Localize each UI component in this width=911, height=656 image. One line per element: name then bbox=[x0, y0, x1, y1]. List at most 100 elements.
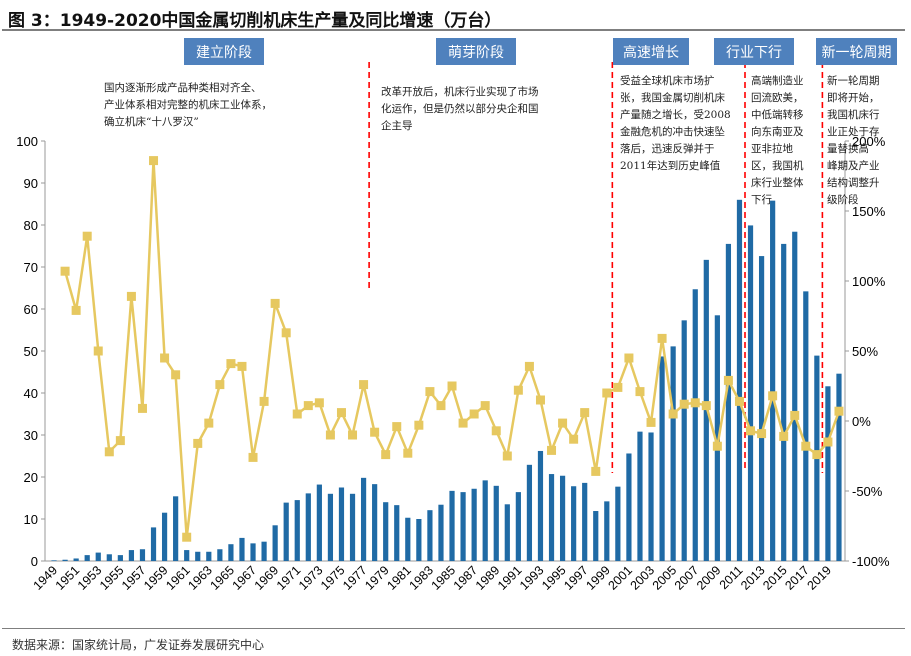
growth-point-1986 bbox=[458, 418, 468, 428]
bar-1974 bbox=[327, 493, 334, 561]
growth-point-2010 bbox=[723, 375, 733, 385]
growth-point-1973 bbox=[314, 398, 324, 408]
left-tick-label: 20 bbox=[24, 470, 38, 485]
chart-title: 图 3：1949-2020中国金属切削机床生产量及同比增速（万台） bbox=[8, 11, 502, 31]
growth-point-1987 bbox=[469, 409, 479, 419]
right-tick-label: 200% bbox=[852, 134, 886, 149]
growth-point-2018 bbox=[812, 450, 822, 460]
x-tick-label: 2019 bbox=[804, 563, 834, 593]
bar-1994 bbox=[548, 474, 555, 561]
source-note: 数据来源：国家统计局，广发证券发展研究中心 bbox=[12, 638, 265, 652]
left-tick-label: 50 bbox=[24, 344, 38, 359]
left-tick-label: 70 bbox=[24, 260, 38, 275]
x-tick-label: 2005 bbox=[650, 563, 680, 593]
bar-1963 bbox=[206, 551, 212, 561]
x-tick-label: 1983 bbox=[406, 563, 436, 593]
x-tick-label: 2015 bbox=[760, 563, 790, 593]
x-tick-label: 1993 bbox=[517, 563, 547, 593]
growth-point-1992 bbox=[524, 361, 534, 371]
x-tick-label: 1959 bbox=[141, 563, 171, 593]
left-tick-label: 100 bbox=[16, 134, 38, 149]
x-tick-label: 1963 bbox=[185, 563, 215, 593]
growth-point-1979 bbox=[381, 450, 391, 460]
growth-point-2006 bbox=[679, 399, 689, 409]
x-tick-label: 1995 bbox=[539, 563, 569, 593]
bar-2020 bbox=[836, 373, 842, 561]
growth-point-1954 bbox=[104, 447, 114, 457]
bar-1966 bbox=[239, 537, 245, 561]
bar-2011 bbox=[736, 199, 743, 562]
x-tick-label: 1997 bbox=[561, 563, 591, 593]
x-tick-label: 1981 bbox=[384, 563, 414, 593]
bar-2000 bbox=[615, 486, 621, 561]
x-tick-label: 1957 bbox=[119, 563, 149, 593]
bar-2009 bbox=[714, 315, 720, 561]
bar-1965 bbox=[228, 544, 234, 561]
bar-1987 bbox=[471, 488, 477, 561]
bar-2002 bbox=[637, 431, 643, 561]
bar-2008 bbox=[703, 259, 709, 561]
bar-1978 bbox=[372, 484, 378, 561]
bar-1983 bbox=[427, 510, 433, 561]
bar-1993 bbox=[537, 450, 544, 561]
growth-point-2012 bbox=[746, 426, 756, 436]
x-tick-label: 2013 bbox=[738, 563, 768, 593]
growth-point-2014 bbox=[768, 391, 778, 401]
bar-2019 bbox=[825, 386, 831, 561]
bar-1984 bbox=[438, 504, 444, 561]
growth-point-2008 bbox=[701, 401, 711, 411]
left-tick-label: 90 bbox=[24, 176, 38, 191]
bar-1998 bbox=[593, 511, 599, 561]
growth-point-1997 bbox=[580, 408, 590, 418]
growth-point-1983 bbox=[425, 387, 435, 397]
bar-1950 bbox=[62, 559, 68, 561]
growth-point-2001 bbox=[624, 353, 634, 363]
bar-1954 bbox=[106, 554, 112, 561]
bar-1959 bbox=[161, 512, 168, 561]
growth-point-1959 bbox=[160, 353, 170, 363]
growth-point-1964 bbox=[215, 380, 225, 390]
stage-note: 新一轮周期 即将开始， 我国机床行 业正处于存 量替换高 峰期及产业 结构调整升… bbox=[827, 75, 880, 206]
x-tick-label: 1987 bbox=[451, 563, 481, 593]
bar-2017 bbox=[803, 291, 809, 561]
x-tick-label: 1971 bbox=[274, 563, 304, 593]
growth-point-2003 bbox=[646, 417, 656, 427]
bar-2003 bbox=[648, 432, 654, 561]
growth-point-1988 bbox=[480, 401, 490, 411]
growth-point-2017 bbox=[801, 441, 811, 451]
growth-point-1982 bbox=[414, 420, 424, 430]
growth-point-1972 bbox=[303, 401, 313, 411]
growth-point-2002 bbox=[635, 387, 645, 397]
growth-point-1957 bbox=[137, 403, 147, 413]
growth-point-1955 bbox=[115, 436, 125, 446]
x-tick-label: 2017 bbox=[782, 563, 812, 593]
growth-point-1953 bbox=[93, 346, 103, 356]
title-divider bbox=[2, 29, 905, 31]
growth-point-1989 bbox=[491, 426, 501, 436]
bar-1951 bbox=[73, 558, 79, 561]
growth-point-1994 bbox=[547, 445, 557, 455]
bar-1981 bbox=[405, 517, 411, 561]
x-tick-label: 1999 bbox=[583, 563, 613, 593]
growth-point-1966 bbox=[237, 361, 247, 371]
stage-note: 高端制造业 回流欧美， 中低端转移 向东南亚及 亚非拉地 区，我国机 床行业整体… bbox=[751, 75, 804, 206]
growth-point-2013 bbox=[757, 429, 767, 439]
bar-1968 bbox=[261, 541, 267, 561]
footer-divider bbox=[2, 628, 905, 629]
stage-note: 国内逐渐形成产品种类相对齐全、 产业体系相对完整的机床工业体系， 确立机床“十八… bbox=[104, 82, 272, 128]
bar-2006 bbox=[681, 320, 687, 561]
stage-label: 高速增长 bbox=[613, 38, 689, 65]
bar-2007 bbox=[692, 289, 698, 561]
x-tick-label: 1977 bbox=[340, 563, 370, 593]
bar-1976 bbox=[349, 493, 356, 561]
x-tick-label: 1953 bbox=[75, 563, 105, 593]
x-tick-label: 1979 bbox=[362, 563, 392, 593]
bar-2012 bbox=[747, 225, 754, 562]
bar-1972 bbox=[305, 493, 311, 561]
bar-1960 bbox=[173, 496, 179, 561]
growth-point-1999 bbox=[602, 388, 612, 398]
bar-2004 bbox=[659, 356, 665, 561]
bar-1999 bbox=[604, 501, 610, 561]
growth-point-2005 bbox=[668, 409, 678, 419]
left-tick-label: 10 bbox=[24, 512, 38, 527]
